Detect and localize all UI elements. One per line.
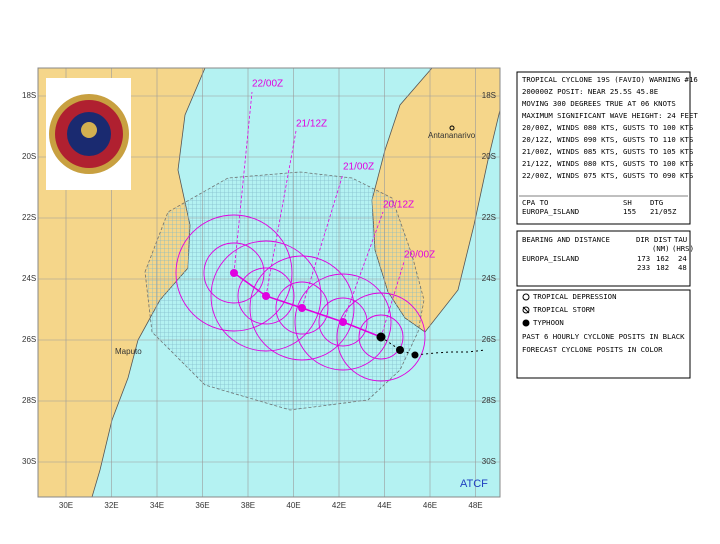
- bearing-cell: 173: [637, 254, 650, 263]
- lat-label: 26S: [22, 335, 36, 344]
- warning-line: 20/12Z, WINDS 090 KTS, GUSTS TO 110 KTS: [522, 135, 693, 144]
- place-marker: [449, 125, 455, 131]
- lat-label: 22S: [22, 213, 36, 222]
- lon-label: 30E: [59, 501, 73, 510]
- lon-label: 46E: [423, 501, 437, 510]
- bearing-unit: (HRS): [672, 244, 694, 253]
- bearing-title: BEARING AND DISTANCE: [522, 235, 610, 244]
- logo: [46, 78, 131, 190]
- axis-labels: 18S 18S 20S 20S 22S 22S 24S 24S 26S 26S 28S 28S 30S 3…: [22, 91, 496, 510]
- cpa-cell: 21/05Z: [650, 207, 677, 216]
- lon-label: 36E: [195, 501, 209, 510]
- lon-label: 48E: [468, 501, 482, 510]
- bearing-header: DIR: [636, 235, 650, 244]
- danger-area: [144, 171, 425, 411]
- lon-label: 38E: [241, 501, 255, 510]
- forecast-label: 21/12Z: [296, 119, 327, 130]
- warning-line: MAXIMUM SIGNIFICANT WAVE HEIGHT: 24 FEET: [522, 111, 698, 120]
- bearing-box: BEARING AND DISTANCE DIR DIST TAU (NM) (…: [516, 230, 694, 287]
- bearing-unit: (NM): [652, 244, 670, 253]
- forecast-label: 20/12Z: [383, 200, 414, 211]
- forecast-label: 21/00Z: [343, 162, 374, 173]
- cpa-header: DTG: [650, 198, 663, 207]
- lat-label: 26S: [482, 335, 496, 344]
- lat-label: 18S: [482, 91, 496, 100]
- warning-line: 200000Z POSIT: NEAR 25.5S 45.8E: [522, 87, 658, 96]
- legend-item: PAST 6 HOURLY CYCLONE POSITS IN BLACK: [522, 332, 685, 341]
- lat-label: 24S: [22, 274, 36, 283]
- lat-label: 24S: [482, 274, 496, 283]
- warning-line: TROPICAL CYCLONE 19S (FAVIO) WARNING #16: [522, 75, 698, 84]
- place-label: Maputo: [115, 347, 142, 356]
- lat-label: 20S: [22, 152, 36, 161]
- legend-item: TROPICAL STORM: [533, 305, 595, 314]
- bearing-header: DIST: [654, 235, 672, 244]
- legend-item: TYPHOON: [533, 318, 564, 327]
- lat-label: 28S: [482, 396, 496, 405]
- lon-label: 32E: [104, 501, 118, 510]
- lon-label: 40E: [286, 501, 300, 510]
- bearing-cell: EUROPA_ISLAND: [522, 254, 579, 263]
- map-frame: [37, 67, 501, 498]
- warning-line: 21/12Z, WINDS 080 KTS, GUSTS TO 100 KTS: [522, 159, 693, 168]
- bearing-cell: 182: [656, 263, 669, 272]
- cpa-cell: EUROPA_ISLAND: [522, 207, 579, 216]
- lat-label: 30S: [482, 457, 496, 466]
- current-position: [376, 332, 386, 342]
- lat-label: 18S: [22, 91, 36, 100]
- lon-label: 42E: [332, 501, 346, 510]
- bearing-cell: 24: [678, 254, 687, 263]
- cpa-header: SH: [623, 198, 632, 207]
- lon-label: 44E: [377, 501, 391, 510]
- past-position: [411, 351, 419, 359]
- lon-label: 34E: [150, 501, 164, 510]
- forecast-label: 20/00Z: [404, 250, 435, 261]
- cpa-cell: 155: [623, 207, 636, 216]
- bearing-header: TAU: [674, 235, 687, 244]
- lat-label: 22S: [482, 213, 496, 222]
- warning-line: 20/00Z, WINDS 080 KTS, GUSTS TO 100 KTS: [522, 123, 693, 132]
- label-leaders: [233, 91, 405, 338]
- legend-box: TROPICAL DEPRESSION TROPICAL STORM TYPHO…: [516, 289, 691, 379]
- lat-label: 20S: [482, 152, 496, 161]
- place-label: Antananarivo: [428, 131, 476, 140]
- legend-item: FORECAST CYCLONE POSITS IN COLOR: [522, 345, 663, 354]
- forecast-radii: [175, 214, 426, 382]
- warning-line: 21/00Z, WINDS 085 KTS, GUSTS TO 105 KTS: [522, 147, 693, 156]
- credit: ATCF: [460, 478, 488, 490]
- bearing-cell: 162: [656, 254, 669, 263]
- past-position: [396, 346, 404, 354]
- lat-label: 28S: [22, 396, 36, 405]
- lat-label: 30S: [22, 457, 36, 466]
- warning-line: 22/00Z, WINDS 075 KTS, GUSTS TO 090 KTS: [522, 171, 693, 180]
- forecast-label: 22/00Z: [252, 79, 283, 90]
- map: 22/00Z 21/12Z 21/00Z 20/12Z 20/00Z Antan…: [38, 68, 500, 497]
- legend-item: TROPICAL DEPRESSION: [533, 292, 616, 301]
- bearing-cell: 48: [678, 263, 687, 272]
- cpa-header: CPA TO: [522, 198, 548, 207]
- warning-box: TROPICAL CYCLONE 19S (FAVIO) WARNING #16…: [516, 71, 698, 225]
- past-track: [380, 336, 486, 356]
- warning-line: MOVING 300 DEGREES TRUE AT 06 KNOTS: [522, 99, 676, 108]
- bearing-cell: 233: [637, 263, 650, 272]
